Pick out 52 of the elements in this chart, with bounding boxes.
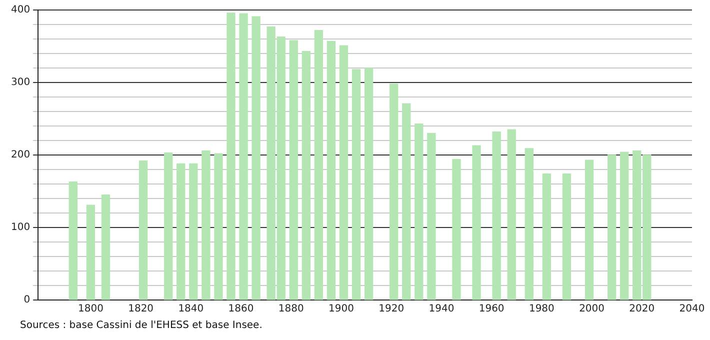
y-tick-label: 0	[24, 294, 30, 306]
bar	[584, 160, 594, 300]
bar	[202, 150, 210, 300]
x-tick-label: 2040	[679, 304, 705, 315]
y-tick-label: 400	[10, 4, 30, 16]
bar	[427, 132, 436, 300]
bar	[302, 50, 310, 300]
bar	[472, 145, 481, 300]
bar	[339, 45, 348, 300]
bar	[352, 69, 361, 300]
x-tick-label: 1880	[278, 304, 304, 315]
y-tick-label: 200	[10, 150, 30, 161]
bar	[492, 131, 501, 300]
bar	[607, 154, 616, 300]
bar	[252, 16, 260, 300]
bar	[562, 174, 572, 300]
bar	[86, 204, 96, 300]
bar	[164, 152, 173, 300]
bar	[214, 153, 223, 300]
x-tick-label: 1920	[378, 304, 404, 315]
bar	[189, 163, 198, 300]
bar	[452, 159, 461, 300]
x-tick-label: 1820	[128, 304, 154, 315]
bar	[314, 30, 324, 300]
x-tick-label: 1940	[428, 304, 454, 315]
bar	[542, 174, 552, 300]
bar	[176, 163, 186, 300]
bar	[226, 12, 236, 300]
bar	[68, 181, 78, 300]
bar	[524, 148, 534, 300]
bar	[138, 160, 148, 300]
bar	[507, 129, 516, 300]
bar	[620, 152, 629, 300]
x-tick-label: 1800	[78, 304, 104, 315]
bar	[326, 40, 336, 300]
x-tick-label: 1980	[528, 304, 554, 315]
x-tick-label: 1860	[228, 304, 254, 315]
x-tick-label: 2000	[579, 304, 605, 315]
bar	[239, 13, 248, 300]
y-tick-label: 100	[10, 222, 30, 234]
bar	[390, 84, 398, 300]
x-tick-label: 2020	[629, 304, 655, 315]
x-tick-label: 1960	[478, 304, 504, 315]
bar	[289, 40, 298, 300]
x-tick-label: 1900	[328, 304, 354, 315]
bar	[101, 194, 110, 300]
source-note: Sources : base Cassini de l'EHESS et base Insee.	[20, 320, 262, 331]
bar	[414, 123, 424, 300]
x-tick-label: 1840	[178, 304, 204, 315]
bar	[364, 68, 374, 300]
bar	[402, 103, 411, 300]
y-tick-label: 300	[10, 77, 30, 88]
